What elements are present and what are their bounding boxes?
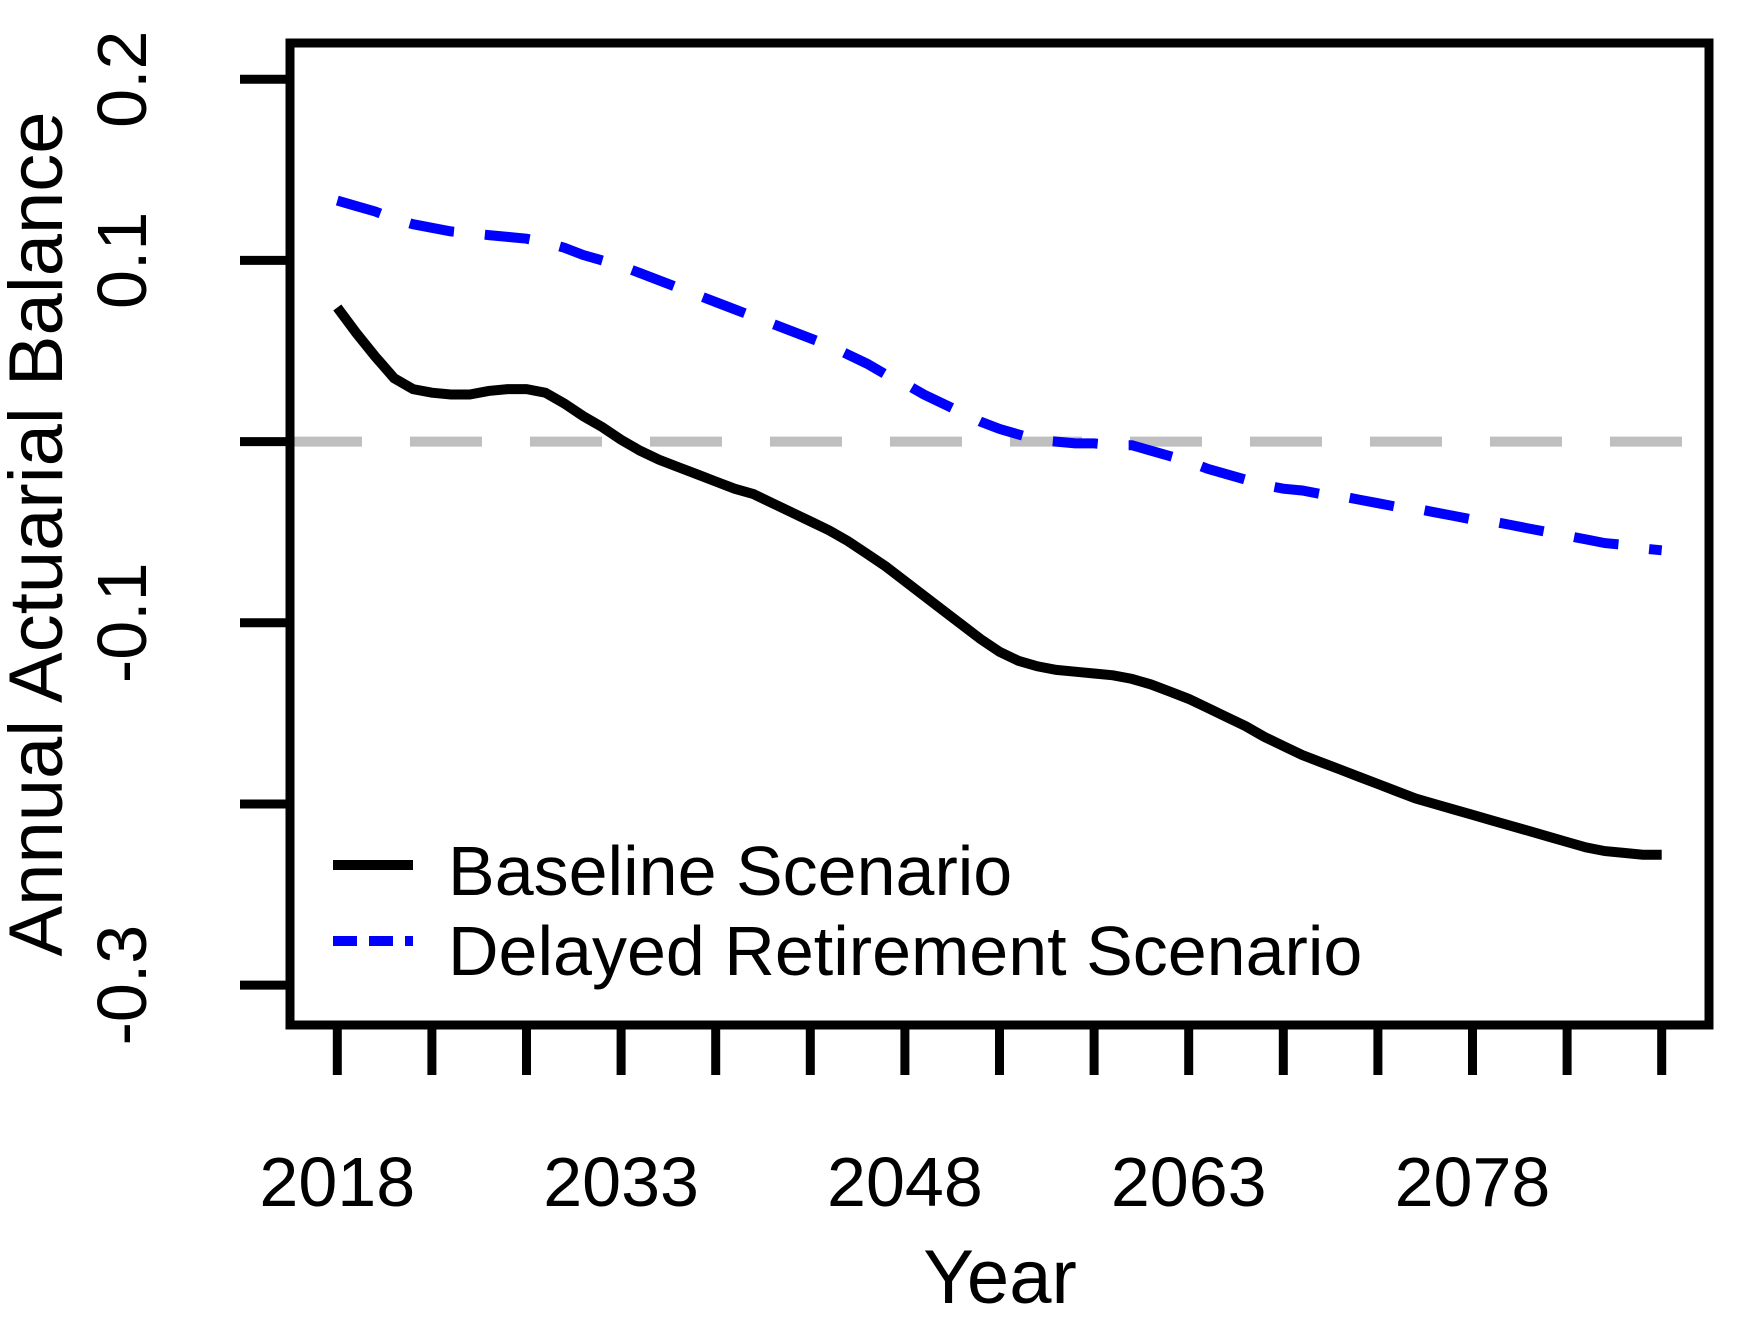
- delayed-series-line: [335, 195, 1663, 556]
- x-tick-label: 2018: [259, 1143, 415, 1221]
- y-tick-label: 0.2: [83, 31, 161, 128]
- x-axis-tick-labels: 2018 2033 2048 2063 2078: [259, 1143, 1550, 1221]
- y-tick-label: 0.1: [83, 212, 161, 309]
- x-tick-label: 2048: [827, 1143, 983, 1221]
- y-tick-label: -0.1: [83, 562, 161, 683]
- y-axis-label: Annual Actuarial Balance: [0, 111, 79, 956]
- x-axis-ticks: [332, 1025, 1667, 1075]
- x-axis-label: Year: [923, 1235, 1077, 1320]
- legend-label: Delayed Retirement Scenario: [448, 912, 1362, 990]
- x-tick-label: 2063: [1111, 1143, 1267, 1221]
- x-tick-label: 2033: [543, 1143, 699, 1221]
- series-lines: [333, 195, 1663, 860]
- baseline-series-line: [333, 304, 1662, 860]
- y-axis-ticks: [240, 74, 290, 990]
- x-tick-label: 2078: [1395, 1143, 1551, 1221]
- y-tick-label: -0.3: [83, 925, 161, 1046]
- y-axis-tick-labels: 0.2 0.1 -0.1 -0.3: [83, 31, 161, 1046]
- legend-item: Baseline Scenario: [333, 832, 1012, 910]
- legend-label: Baseline Scenario: [448, 832, 1012, 910]
- legend-item: Delayed Retirement Scenario: [333, 912, 1362, 990]
